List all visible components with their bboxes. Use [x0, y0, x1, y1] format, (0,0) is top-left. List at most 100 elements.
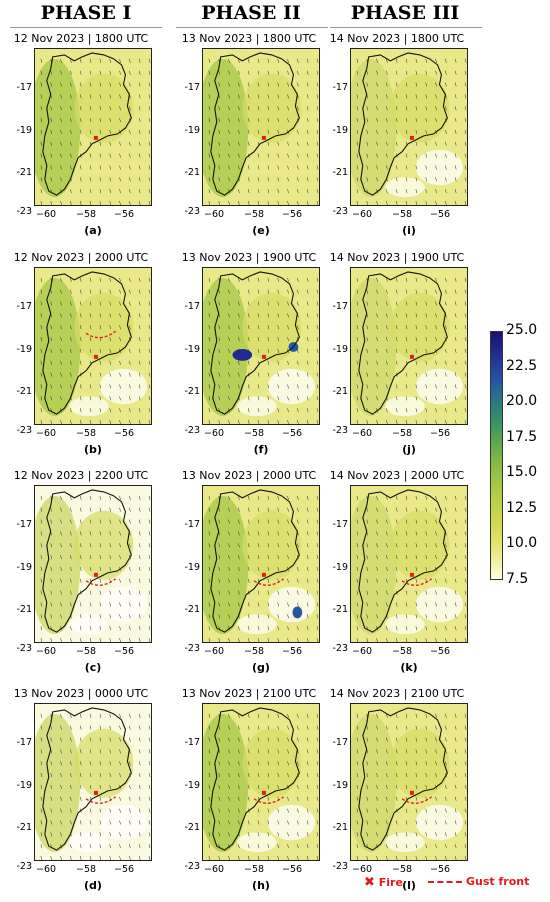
panel-label: (i)	[402, 224, 416, 237]
y-tick-label: -23	[332, 861, 348, 872]
x-tick-label: −60	[204, 209, 225, 220]
x-tick-label: −56	[430, 864, 451, 875]
y-tick-label: -19	[16, 344, 32, 355]
panel-label: (g)	[252, 661, 270, 674]
y-tick-label: -23	[332, 643, 348, 654]
legend-fire-label: Fire	[378, 876, 403, 889]
map-panel: 14 Nov 2023 | 1900 UTC -17 -19 -21 -23 −60 −58…	[322, 251, 472, 466]
y-tick-label: -17	[184, 737, 200, 748]
x-tick-label: −58	[244, 428, 265, 439]
map-panel: 13 Nov 2023 | 2100 UTC -17 -19 -21 -23 −60 −58…	[174, 687, 324, 902]
y-tick-label: -21	[184, 167, 200, 178]
fire-marker-icon: ✖	[364, 875, 375, 890]
x-tick-label: −56	[282, 209, 303, 220]
wind-map	[34, 48, 152, 206]
colorbar-tick-label: 12.5	[506, 499, 538, 516]
y-tick-label: -21	[332, 822, 348, 833]
x-tick-label: −56	[282, 646, 303, 657]
panel-title: 12 Nov 2023 | 2200 UTC	[13, 469, 149, 482]
wind-map	[202, 485, 320, 643]
y-tick-label: -23	[184, 206, 200, 217]
wind-map	[202, 703, 320, 861]
panel-label: (e)	[252, 224, 270, 237]
y-tick-label: -21	[16, 822, 32, 833]
phase-divider-1	[10, 27, 162, 28]
y-tick-label: -23	[16, 643, 32, 654]
y-tick-label: -21	[16, 604, 32, 615]
map-panel: 14 Nov 2023 | 2100 UTC -17 -19 -21 -23 −60 −58…	[322, 687, 472, 902]
y-tick-label: -17	[16, 737, 32, 748]
x-tick-label: −58	[76, 646, 97, 657]
map-panel: 13 Nov 2023 | 0000 UTC -17 -19 -21 -23 −60 −58…	[6, 687, 156, 902]
y-tick-label: -23	[16, 861, 32, 872]
x-tick-label: −56	[114, 646, 135, 657]
panel-title: 13 Nov 2023 | 2100 UTC	[181, 687, 317, 700]
y-tick-label: -19	[184, 780, 200, 791]
panel-title: 14 Nov 2023 | 1800 UTC	[329, 32, 465, 45]
y-tick-label: -19	[332, 125, 348, 136]
legend-fire: ✖ Fire	[364, 875, 403, 890]
y-tick-label: -19	[16, 780, 32, 791]
wind-map	[202, 267, 320, 425]
panel-label: (b)	[84, 443, 102, 456]
x-tick-label: −58	[76, 864, 97, 875]
x-tick-label: −56	[114, 428, 135, 439]
y-tick-label: -17	[332, 737, 348, 748]
x-tick-label: −58	[76, 209, 97, 220]
y-tick-label: -23	[16, 425, 32, 436]
y-tick-label: -19	[332, 562, 348, 573]
y-tick-label: -17	[184, 519, 200, 530]
y-tick-label: -19	[16, 562, 32, 573]
x-tick-label: −56	[430, 209, 451, 220]
y-tick-label: -19	[332, 344, 348, 355]
map-panel: 13 Nov 2023 | 1900 UTC -17 -19 -21 -23 −60 −58…	[174, 251, 324, 466]
panel-title: 13 Nov 2023 | 1900 UTC	[181, 251, 317, 264]
y-tick-label: -23	[332, 425, 348, 436]
phase-divider-2	[176, 27, 328, 28]
wind-map	[202, 48, 320, 206]
x-tick-label: −58	[392, 646, 413, 657]
wind-map	[350, 703, 468, 861]
panel-title: 13 Nov 2023 | 1800 UTC	[181, 32, 317, 45]
y-tick-label: -19	[332, 780, 348, 791]
x-tick-label: −58	[392, 209, 413, 220]
x-tick-label: −58	[392, 428, 413, 439]
y-tick-label: -23	[16, 206, 32, 217]
y-tick-label: -17	[332, 519, 348, 530]
x-tick-label: −58	[76, 428, 97, 439]
x-tick-label: −60	[36, 864, 57, 875]
x-tick-label: −60	[36, 646, 57, 657]
panel-title: 12 Nov 2023 | 1800 UTC	[13, 32, 149, 45]
y-tick-label: -17	[16, 82, 32, 93]
colorbar-tick-label: 20.0	[506, 393, 538, 409]
panel-label: (a)	[84, 224, 102, 237]
x-tick-label: −58	[392, 864, 413, 875]
x-tick-label: −60	[352, 864, 373, 875]
y-tick-label: -21	[332, 604, 348, 615]
y-tick-label: -17	[332, 301, 348, 312]
panel-title: 13 Nov 2023 | 2000 UTC	[181, 469, 317, 482]
map-panel: 14 Nov 2023 | 1800 UTC -17 -19 -21 -23 −60 −58…	[322, 32, 472, 247]
wind-map	[34, 485, 152, 643]
x-tick-label: −56	[114, 209, 135, 220]
map-panel: 13 Nov 2023 | 2000 UTC -17 -19 -21 -23 −60 −58…	[174, 469, 324, 684]
y-tick-label: -19	[184, 562, 200, 573]
y-tick-label: -21	[184, 822, 200, 833]
wind-map	[34, 703, 152, 861]
x-tick-label: −56	[114, 864, 135, 875]
x-tick-label: −58	[244, 209, 265, 220]
map-panel: 14 Nov 2023 | 2000 UTC -17 -19 -21 -23 −60 −58…	[322, 469, 472, 684]
x-tick-label: −60	[204, 864, 225, 875]
colorbar-tick-label: 25.0	[506, 322, 538, 338]
x-tick-label: −58	[244, 646, 265, 657]
y-tick-label: -21	[16, 167, 32, 178]
colorbar-tick-label: 22.5	[506, 357, 538, 374]
y-tick-label: -17	[16, 301, 32, 312]
y-tick-label: -17	[16, 519, 32, 530]
y-tick-label: -21	[332, 167, 348, 178]
panel-title: 12 Nov 2023 | 2000 UTC	[13, 251, 149, 264]
panel-title: 14 Nov 2023 | 2000 UTC	[329, 469, 465, 482]
y-tick-label: -21	[184, 604, 200, 615]
legend-gust-front-label: Gust front	[466, 875, 530, 888]
phase-title-1: PHASE I	[40, 2, 132, 24]
